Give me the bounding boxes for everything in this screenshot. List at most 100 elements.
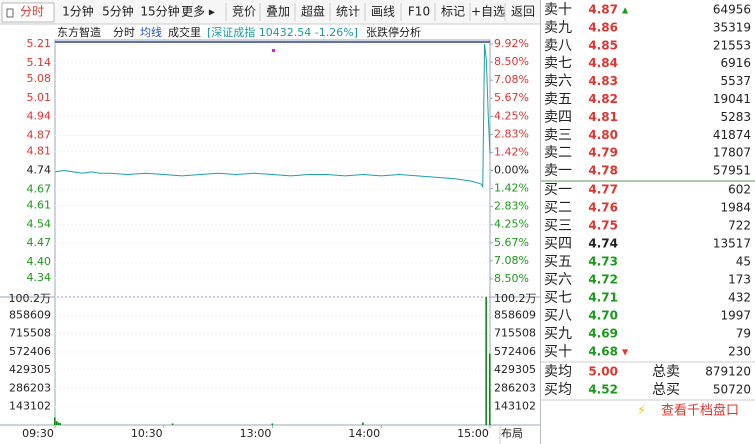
toolbar-tab[interactable]: 标记 (441, 5, 465, 19)
volume-label[interactable]: 成交里 (168, 25, 201, 39)
volume-tick-label: 715508 (9, 327, 51, 340)
order-price: 4.77 (588, 183, 618, 197)
order-level: 买一 (544, 182, 572, 198)
y2-tick-label: 1.42% (494, 145, 529, 158)
order-volume: 602 (728, 183, 751, 197)
y2-tick-label: 5.67% (494, 236, 529, 249)
order-level: 买四 (544, 236, 572, 252)
y-tick-label: 5.14 (27, 56, 52, 69)
toolbar-tab[interactable]: +自选 (471, 5, 505, 19)
active-tab-frame (1, 2, 55, 23)
volume-bar (271, 423, 274, 425)
order-volume: 230 (728, 345, 751, 359)
order-volume: 1997 (720, 309, 751, 323)
layout-button[interactable]: 布局 (501, 427, 523, 440)
order-price: 4.76 (588, 201, 618, 215)
toolbar-tab[interactable]: 分时 (20, 5, 44, 19)
order-price: 4.72 (588, 273, 618, 287)
summary-price: 5.00 (588, 365, 618, 379)
order-level: 卖四 (544, 109, 572, 125)
toolbar-tab[interactable]: 返回 (511, 5, 535, 19)
summary-total-label: 总买 (652, 382, 680, 398)
y-tick-label: 4.74 (27, 164, 52, 177)
x-tick-label: 15:00 (457, 427, 489, 440)
order-price: 4.86 (588, 20, 618, 34)
depth-link[interactable]: 查看千档盘口 (661, 403, 739, 419)
y-tick-label: 4.34 (27, 271, 52, 284)
order-volume: 79 (736, 327, 751, 341)
order-level: 卖五 (544, 92, 572, 108)
order-level: 买七 (544, 290, 572, 306)
volume-bar (171, 423, 174, 425)
avg-label[interactable]: 均线 (140, 25, 162, 39)
toolbar-tab[interactable]: 15分钟 (140, 4, 179, 19)
volume-tick-label-right: 572406 (494, 345, 536, 358)
y2-tick-label: 8.50% (494, 272, 529, 285)
y2-tick-label: 2.83% (494, 127, 529, 140)
y2-tick-label: 8.50% (494, 55, 529, 68)
toolbar-tab[interactable]: 更多 ▸ (181, 5, 215, 19)
y-tick-label: 4.47 (27, 236, 52, 249)
volume-bar (54, 417, 56, 425)
order-price: 4.73 (588, 255, 618, 269)
toolbar-tab[interactable]: 5分钟 (102, 4, 134, 19)
order-level: 卖一 (544, 163, 572, 179)
toolbar-tab[interactable]: F10 (408, 5, 430, 19)
order-volume: 5537 (720, 74, 751, 88)
order-level: 买十 (544, 344, 572, 360)
summary-total: 879120 (705, 365, 751, 379)
order-volume: 1984 (720, 201, 751, 215)
order-volume: 57951 (713, 164, 751, 178)
order-volume: 35319 (713, 20, 751, 34)
order-level: 买九 (544, 326, 572, 342)
volume-tick-label-right: 286203 (494, 381, 536, 394)
volume-tick-label: 572406 (9, 345, 51, 358)
volume-bar (485, 297, 487, 425)
order-price: 4.81 (588, 110, 618, 124)
limit-analysis[interactable]: 张跌停分析 (366, 25, 421, 39)
order-volume: 173 (728, 273, 751, 287)
order-price: 4.85 (588, 38, 618, 52)
order-level: 买五 (544, 254, 572, 270)
order-volume: 45 (736, 255, 751, 269)
order-price: 4.80 (588, 128, 618, 142)
toolbar-tab[interactable]: 统计 (336, 5, 360, 19)
y-tick-label: 4.94 (27, 110, 52, 123)
order-price: 4.70 (588, 309, 618, 323)
y-tick-label: 4.40 (27, 255, 52, 268)
toolbar-tab[interactable]: 竞价 (232, 5, 256, 19)
y2-tick-label: 9.92% (494, 37, 529, 50)
y-tick-label: 4.87 (27, 129, 52, 142)
volume-tick-label-right: 715508 (494, 327, 536, 340)
toolbar-tab[interactable]: 1分钟 (62, 4, 94, 19)
toolbar-tab[interactable]: 画线 (371, 5, 395, 19)
order-level: 卖二 (544, 145, 572, 161)
y2-tick-label: 7.08% (494, 254, 529, 267)
price-line (54, 43, 491, 189)
summary-total-label: 总卖 (652, 364, 680, 380)
order-volume: 722 (728, 219, 751, 233)
order-level: 买三 (544, 218, 572, 234)
index-label[interactable]: [深证成指 10432.54 -1.26%] (207, 25, 358, 39)
volume-bar (57, 422, 60, 425)
toolbar-tab[interactable]: 超盘 (301, 4, 325, 19)
volume-tick-label: 429305 (9, 363, 51, 376)
volume-bar (362, 422, 364, 425)
order-level: 买六 (544, 272, 572, 288)
toolbar (0, 0, 540, 24)
tab-icon (6, 8, 14, 18)
x-tick-label: 10:30 (131, 427, 163, 440)
mode-label[interactable]: 分时 (113, 26, 135, 39)
order-price: 4.74 (588, 237, 618, 251)
toolbar-tab[interactable]: 叠加 (266, 5, 290, 19)
order-volume: 13517 (713, 237, 751, 251)
y-tick-label: 5.21 (27, 37, 52, 50)
y2-tick-label: 2.83% (494, 200, 529, 213)
y-tick-label: 4.67 (27, 182, 52, 195)
x-tick-label: 09:30 (22, 427, 54, 440)
order-level: 卖三 (544, 127, 572, 143)
order-volume: 19041 (713, 92, 751, 106)
order-volume: 41874 (713, 128, 751, 142)
